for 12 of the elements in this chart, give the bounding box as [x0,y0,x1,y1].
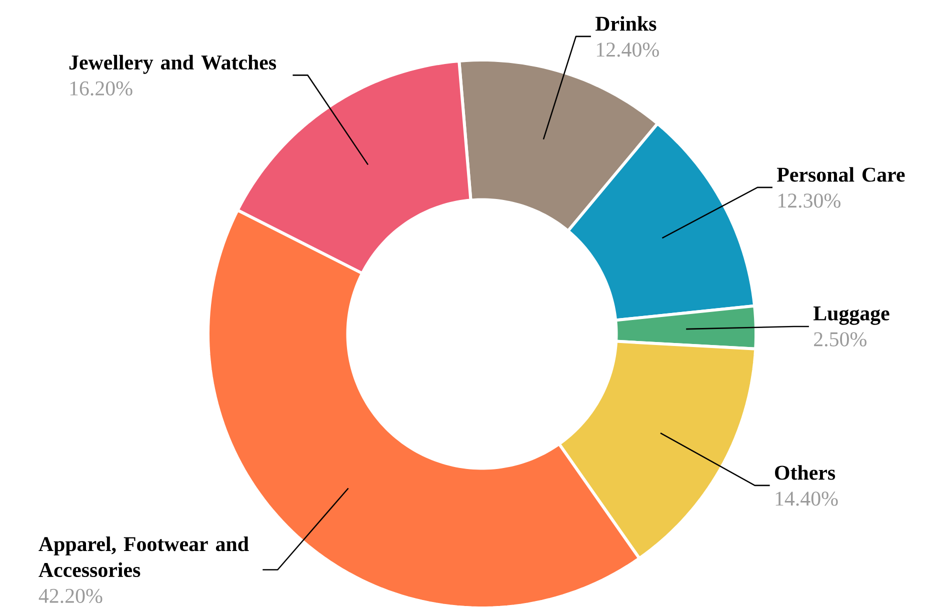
data-label: 12.30% [778,194,840,208]
slice-label: Jewellery and Watches [69,54,276,74]
slice-label: Apparel, Footwear and Accessories [38,536,249,578]
data-label: 14.40% [776,492,838,506]
slice-label: Luggage [813,306,890,325]
slice-label: Drinks [596,16,656,31]
slice-label: Others [775,465,836,480]
slice-label: Personal Care [777,167,905,182]
data-label: 42.20% [38,588,102,604]
data-label: 16.20% [70,81,132,96]
data-label: 2.50% [814,332,866,346]
data-label: 12.40% [596,42,659,57]
